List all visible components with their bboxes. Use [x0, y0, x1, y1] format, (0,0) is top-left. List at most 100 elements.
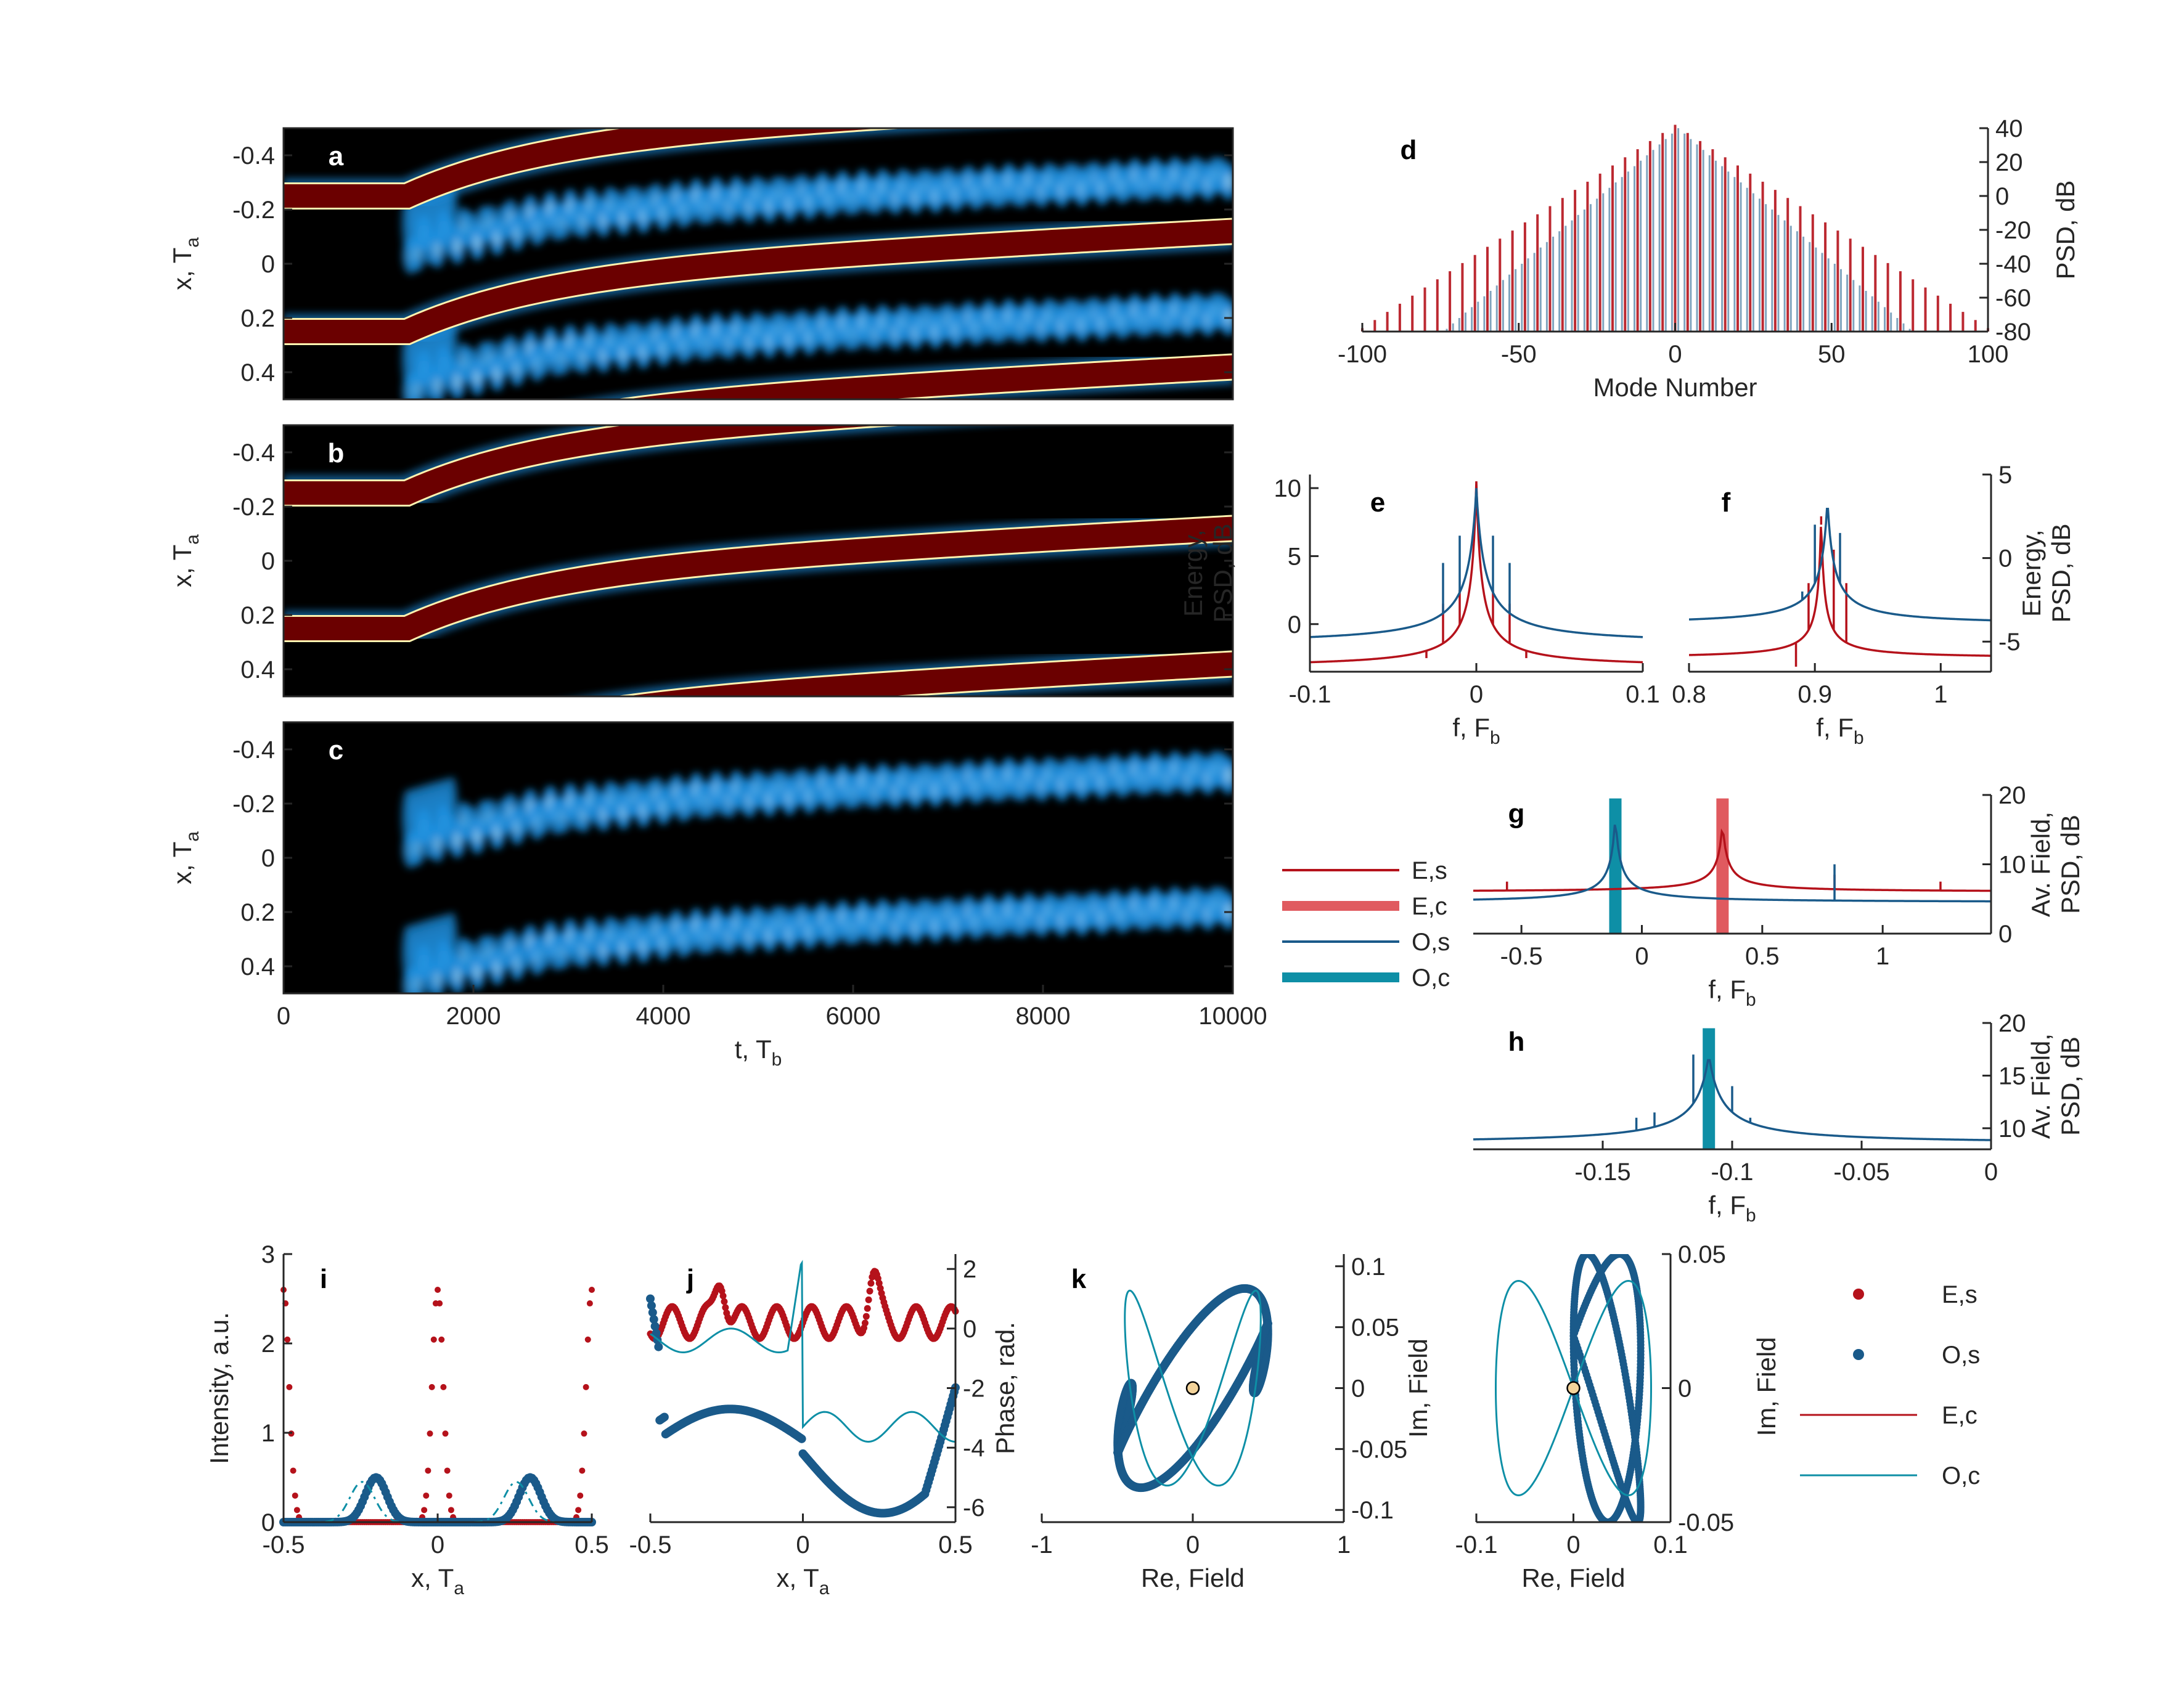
phase-point [862, 1313, 870, 1320]
y-tick-label: 0 [261, 845, 275, 872]
series-E-s [280, 1287, 595, 1525]
legend-bottom: Im, Field E,s O,s E,c O,c [1752, 1281, 1980, 1489]
phase-point [721, 1298, 728, 1305]
y-tick-label: 0 [1351, 1375, 1365, 1403]
x-tick-label: -1 [1031, 1531, 1053, 1558]
y-tick-label: 0.4 [240, 953, 275, 980]
x-tick-label: 0.9 [1798, 681, 1832, 708]
intensity-point [423, 1492, 430, 1499]
phase-point [652, 1329, 661, 1338]
plot-area [1310, 481, 1643, 664]
spectrum-line-E-s [1689, 526, 1991, 657]
heatmap-layers [401, 751, 1233, 993]
radiation-core [414, 974, 422, 992]
plot-area [1113, 1284, 1272, 1493]
intensity-point [444, 1467, 451, 1474]
x-tick-label: -0.5 [629, 1531, 672, 1558]
series-O-s [646, 1294, 960, 1518]
plot-area [1689, 507, 1991, 667]
phase-point [865, 1296, 872, 1303]
y-tick-label: 0.05 [1678, 1241, 1726, 1268]
panel-label-h: h [1508, 1027, 1525, 1057]
panel-j: -6 -4 -2 0 2 -0.5 0 0.5 x, Ta Phase, rad. j [629, 1254, 1020, 1599]
panel-label-e: e [1370, 487, 1385, 518]
y-tick-label: 20 [1998, 782, 2026, 809]
x-axis-label-text: f, F [1452, 713, 1490, 742]
legend-label: E,s [1412, 857, 1447, 884]
intensity-point [286, 1383, 293, 1390]
radiation-core [433, 376, 441, 394]
heatmap-panel-c: -0.4-0.200.20.40 2000 4000 6000 8000 10000t, … [168, 721, 1267, 1070]
panel-label-j: j [686, 1264, 694, 1294]
panel-d: -80 -60 -40 -20 0 20 40 -100 -50 0 50 100 Mode Numbe… [1338, 115, 2080, 402]
y-axis-label-text: Av. Field, [2026, 812, 2055, 917]
y-axis-label: Intensity, a.u. [205, 1312, 234, 1464]
phase-point [646, 1294, 655, 1303]
phase-point [722, 1304, 729, 1311]
panel-label-c: c [329, 735, 343, 765]
x-tick-label: 0 [277, 1003, 290, 1030]
plot-area [1473, 798, 1991, 934]
y-tick-label: -0.2 [232, 494, 275, 521]
legend-swatch [1853, 1289, 1864, 1300]
intensity-point [428, 1383, 435, 1390]
intensity-point [442, 1430, 449, 1437]
series-O-s [1446, 128, 1911, 332]
phase-point [867, 1279, 875, 1287]
series-O-s [1569, 1254, 1645, 1522]
phase-point [861, 1319, 869, 1327]
soliton-ridge [284, 219, 1233, 343]
plot-area [1473, 1028, 1991, 1149]
phase-point [864, 1305, 871, 1312]
y-axis-label-subscript: a [182, 831, 203, 842]
phase-point [649, 1314, 658, 1324]
panel-g: 0 10 20 -0.5 0 0.5 1 f, Fb Av. Field, PSD, dB g [1473, 782, 2085, 1010]
y-tick-label: 2 [963, 1256, 976, 1283]
x-axis-label-text: Mode Number [1593, 373, 1757, 402]
x-axis-label-text: f, F [1708, 1191, 1746, 1220]
x-tick-label: 2000 [446, 1003, 501, 1030]
series-O-c [650, 1260, 956, 1443]
radiation-core [414, 244, 422, 262]
y-axis-label-line2: PSD, dB [1208, 523, 1237, 622]
x-tick-label: 1 [1337, 1531, 1351, 1558]
panel-e: 0 5 10 -0.1 0 0.1 f, Fb Energy, PSD, dB e [1179, 475, 1660, 748]
intensity-point [584, 1336, 591, 1343]
soliton-ridge [284, 128, 884, 208]
phase-point [719, 1292, 727, 1300]
phase-point [654, 1342, 663, 1351]
y-tick-label: 5 [1288, 543, 1301, 570]
x-axis-label: Re, Field [1521, 1563, 1625, 1592]
y-axis-label: x, Ta [168, 237, 203, 290]
x-tick-label: -0.15 [1574, 1159, 1630, 1186]
phase-point [650, 1322, 660, 1331]
y-tick-label: 0 [1998, 921, 2012, 948]
intensity-point [290, 1467, 297, 1474]
heatmap-layers [284, 425, 1233, 696]
y-tick-label: -80 [1995, 319, 2031, 346]
x-tick-label: 0.1 [1626, 681, 1660, 708]
x-axis-label: f, Fb [1708, 1191, 1756, 1226]
panel-label-k1: k [1071, 1264, 1087, 1294]
x-tick-label: 0 [1470, 681, 1483, 708]
phase-point [875, 1279, 883, 1287]
series-O-c [1124, 1289, 1262, 1487]
y-axis-label-text: Av. Field, [2026, 1033, 2055, 1139]
y-tick-label: 0.2 [240, 305, 275, 332]
series-E-s [1361, 124, 1989, 332]
soliton-ridge [284, 516, 1233, 640]
intensity-point [292, 1492, 298, 1499]
radiation-core [414, 838, 422, 856]
y-tick-label: 1 [261, 1420, 275, 1447]
legend-label: E,c [1412, 893, 1447, 920]
spectrum-line-O-s [1473, 1059, 1991, 1141]
intensity-point [581, 1430, 587, 1437]
spectrum-line-E-s [1310, 481, 1643, 664]
y-tick-label: 20 [1998, 1010, 2026, 1037]
x-tick-label: -0.5 [263, 1531, 305, 1558]
y-tick-label: -0.05 [1678, 1509, 1734, 1536]
trajectory-point [1187, 1323, 1196, 1332]
y-tick-label: -0.4 [232, 439, 275, 467]
intensity-point [589, 1287, 595, 1293]
y-axis-label-subscript: a [182, 237, 203, 248]
